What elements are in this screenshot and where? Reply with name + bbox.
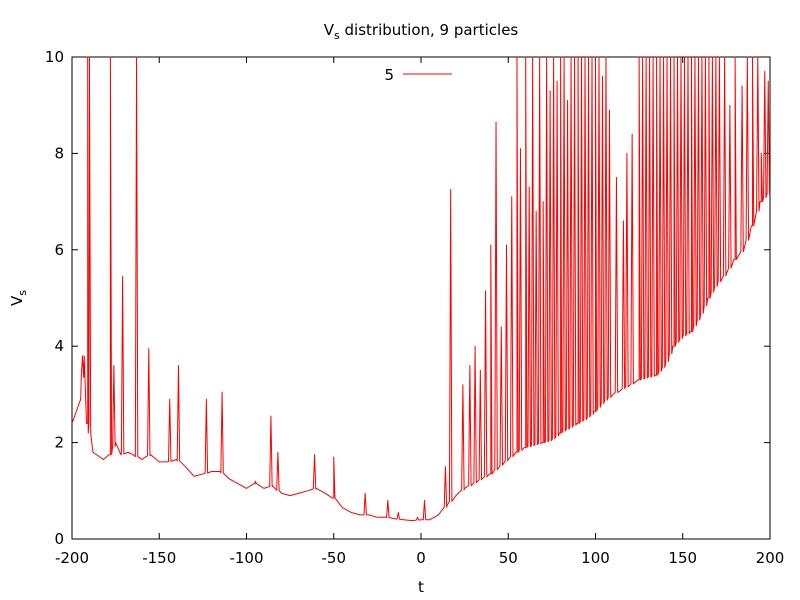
x-tick-label: -150 — [142, 549, 176, 567]
x-tick-label: 200 — [756, 549, 785, 567]
title-rest: distribution, 9 particles — [340, 21, 519, 39]
y-axis-label-main: V — [8, 295, 26, 306]
title-main: V — [324, 21, 335, 39]
chart-title: Vs distribution, 9 particles — [324, 21, 519, 42]
y-axis-label-subscript: s — [16, 290, 29, 296]
y-tick-label: 0 — [54, 530, 64, 548]
x-tick-label: -200 — [55, 549, 89, 567]
y-tick-label: 4 — [54, 337, 64, 355]
y-axis-label: Vs — [8, 290, 29, 306]
y-tick-label: 8 — [54, 144, 64, 162]
series-line-5 — [71, 56, 771, 522]
x-tick-label: 50 — [499, 549, 518, 567]
y-axis-ticks: 0 2 4 6 8 10 — [45, 48, 770, 548]
title-subscript: s — [334, 29, 340, 42]
plot-frame — [71, 56, 771, 540]
legend-label: 5 — [384, 66, 394, 84]
legend: 5 — [384, 66, 452, 84]
x-tick-label: 150 — [668, 549, 697, 567]
x-tick-label: 100 — [581, 549, 610, 567]
y-tick-label: 6 — [54, 241, 64, 259]
x-tick-label: -50 — [322, 549, 347, 567]
x-axis-label: t — [418, 578, 424, 596]
series-group — [71, 56, 771, 522]
y-tick-label: 2 — [54, 434, 64, 452]
x-tick-label: -100 — [229, 549, 263, 567]
x-tick-label: 0 — [416, 549, 426, 567]
y-tick-label: 10 — [45, 48, 64, 66]
